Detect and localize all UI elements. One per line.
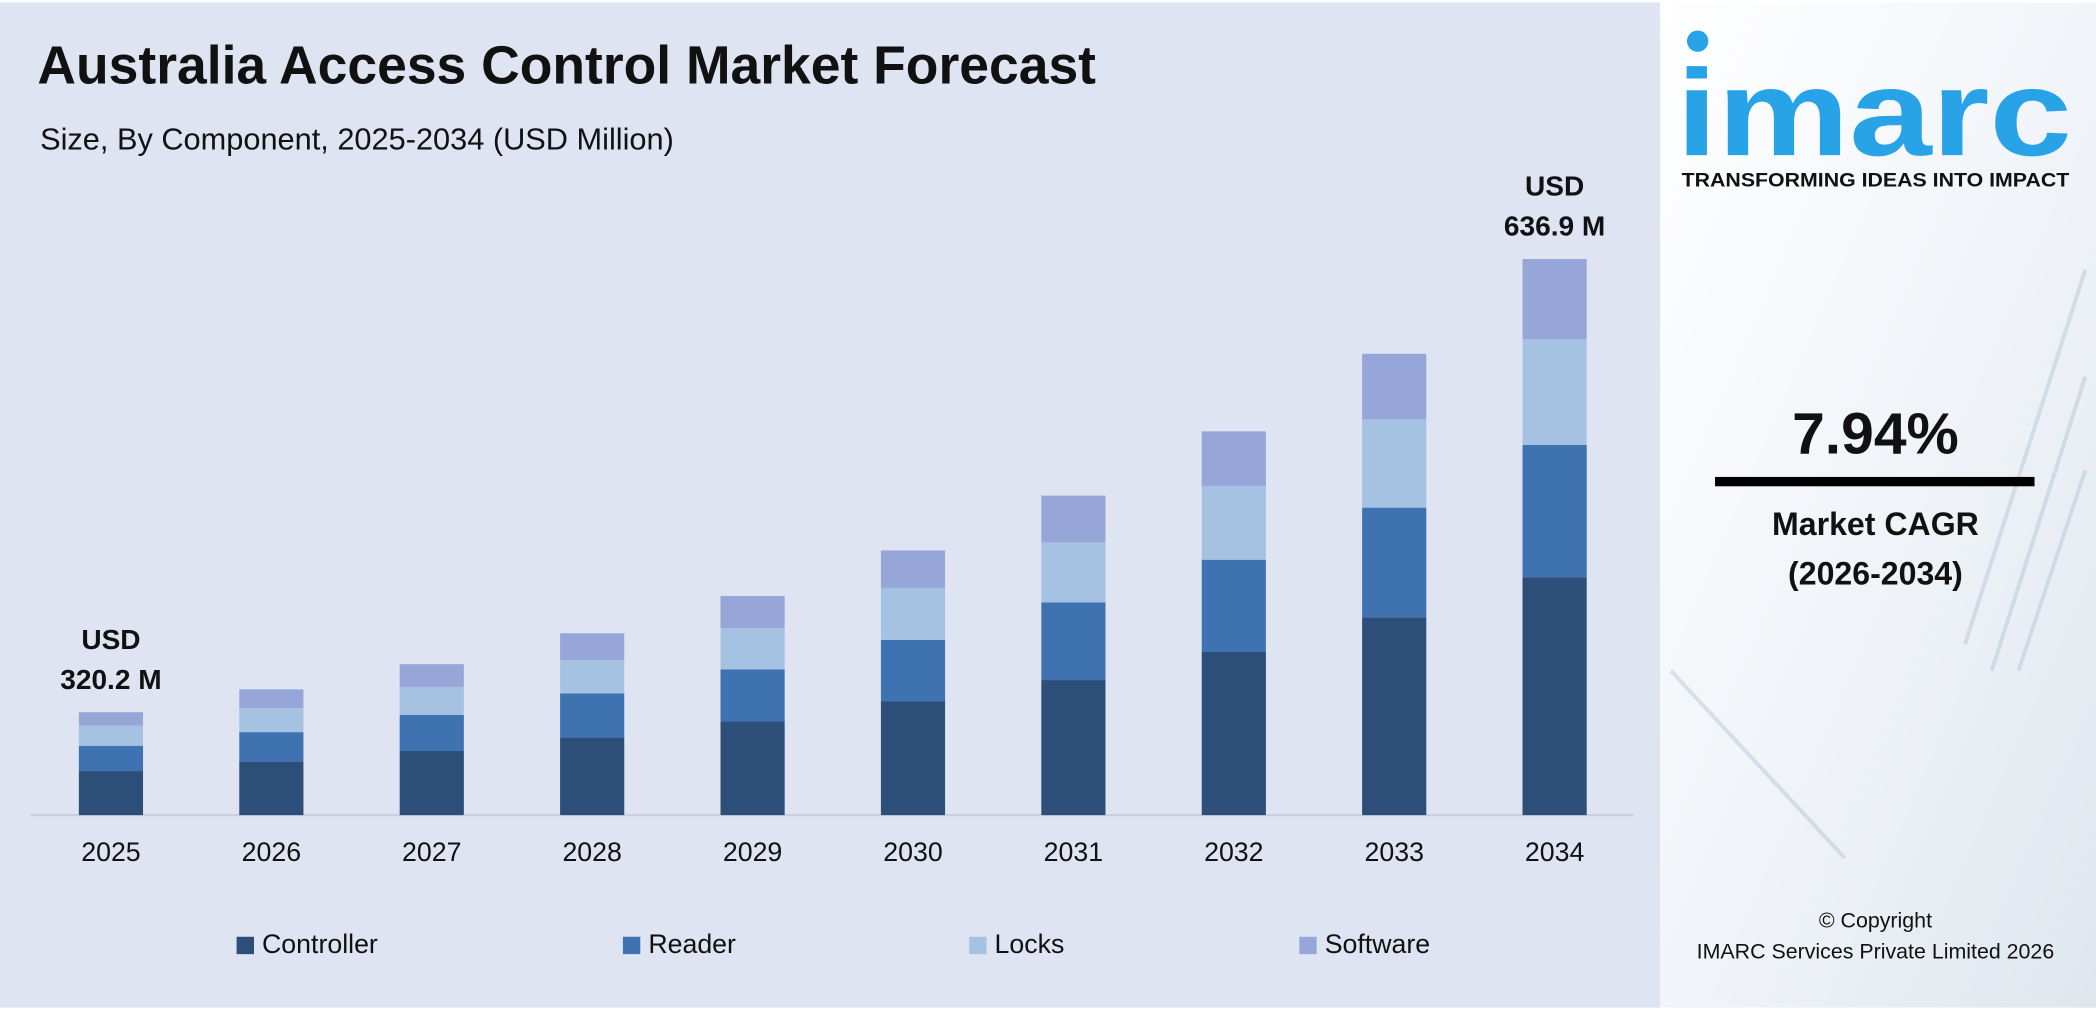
bar-segment xyxy=(560,693,625,738)
bar-segment xyxy=(239,689,304,709)
x-tick-label: 2025 xyxy=(81,837,140,867)
x-tick-label: 2033 xyxy=(1364,837,1423,867)
legend-swatch xyxy=(1299,936,1317,955)
x-tick-label: 2027 xyxy=(402,837,461,867)
copyright: © Copyright xyxy=(1819,909,1932,933)
bar-segment xyxy=(1201,559,1266,653)
legend-swatch xyxy=(236,936,254,955)
bar-segment xyxy=(720,669,785,722)
bar-segment xyxy=(78,771,144,816)
bar-segment xyxy=(399,686,464,715)
bar-segment xyxy=(1522,577,1587,816)
x-tick-label: 2030 xyxy=(883,837,942,867)
bar-segment xyxy=(1362,507,1427,618)
bar-segment xyxy=(560,737,625,816)
legend-label: Reader xyxy=(648,929,736,959)
legend-label: Controller xyxy=(262,929,378,959)
bar-segment xyxy=(880,550,946,588)
bar-segment xyxy=(560,660,625,694)
sidebar-background xyxy=(1660,2,2096,1008)
bar-segment xyxy=(78,725,144,746)
logo-tagline: TRANSFORMING IDEAS INTO IMPACT xyxy=(1682,170,2070,192)
bar-segment xyxy=(720,721,785,816)
total-label: USD xyxy=(1525,171,1584,202)
x-tick-label: 2032 xyxy=(1204,837,1263,867)
x-tick-label: 2031 xyxy=(1044,837,1103,867)
chart-subtitle: Size, By Component, 2025-2034 (USD Milli… xyxy=(40,122,674,157)
cagr-label: Market CAGR xyxy=(1772,506,1979,542)
bar-segment xyxy=(1041,495,1106,543)
bar-segment xyxy=(560,633,625,661)
bar-segment xyxy=(880,701,946,816)
total-label: 320.2 M xyxy=(60,664,161,695)
bar-segment xyxy=(1522,339,1587,445)
bar-segment xyxy=(239,732,304,762)
bar-segment xyxy=(1362,353,1427,420)
bar-segment xyxy=(78,712,144,726)
bar-segment xyxy=(1362,419,1427,508)
x-tick-label: 2034 xyxy=(1525,837,1585,867)
bar-segment xyxy=(720,627,785,670)
company: IMARC Services Private Limited 2026 xyxy=(1697,939,2055,963)
bar-segment xyxy=(1522,444,1587,578)
chart-title: Australia Access Control Market Forecast xyxy=(37,36,1096,95)
legend-label: Locks xyxy=(995,929,1065,959)
bar-segment xyxy=(1522,259,1587,340)
bar-segment xyxy=(720,595,785,628)
logo-dot xyxy=(1686,30,1709,52)
total-label: USD xyxy=(81,624,140,655)
x-tick-label: 2029 xyxy=(723,837,782,867)
bar-segment xyxy=(239,708,304,733)
bar-segment xyxy=(399,714,464,752)
bar-segment xyxy=(78,745,144,772)
logo: imarc xyxy=(1676,45,2072,182)
cagr-period: (2026-2034) xyxy=(1788,555,1963,591)
x-tick-label: 2026 xyxy=(242,837,301,867)
bar-segment xyxy=(880,639,946,702)
legend-swatch xyxy=(969,936,987,955)
cagr-value: 7.94% xyxy=(1792,402,1959,467)
bar-segment xyxy=(1362,617,1427,816)
bar-segment xyxy=(880,587,946,640)
bar-segment xyxy=(1041,542,1106,603)
bar-segment xyxy=(1201,431,1266,487)
bar-segment xyxy=(1201,652,1266,816)
legend-label: Software xyxy=(1325,929,1430,959)
bar-segment xyxy=(1041,680,1106,816)
legend-swatch xyxy=(622,936,641,955)
bar-segment xyxy=(1201,486,1266,560)
x-tick-label: 2028 xyxy=(562,837,621,867)
bar-segment xyxy=(239,761,304,816)
bar-segment xyxy=(399,664,464,687)
cagr-rule xyxy=(1715,476,2035,487)
total-label: 636.9 M xyxy=(1504,211,1605,242)
bar-segment xyxy=(1041,602,1106,681)
sidebar-decoration xyxy=(1669,269,2088,860)
bar-segment xyxy=(399,751,464,816)
